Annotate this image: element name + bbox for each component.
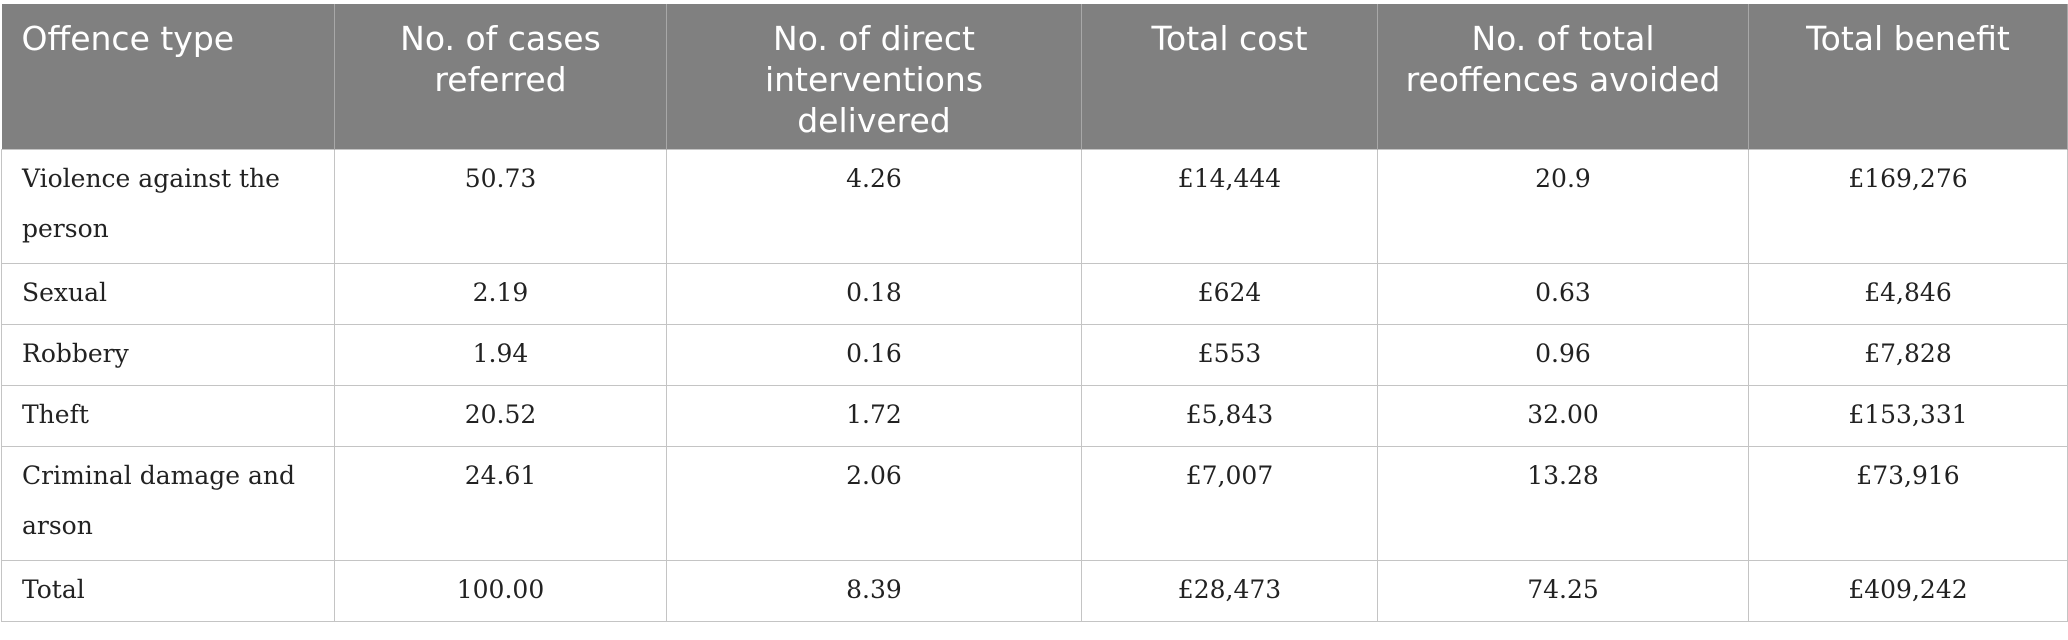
data-table: Offence type No. of cases referred No. of …: [1, 4, 2068, 622]
table-cell: 1.72: [666, 385, 1082, 447]
table-row: Criminal damage and arson 24.61 2.06 £7,007…: [1, 446, 2068, 561]
table-cell: £4,846: [1748, 263, 2068, 325]
table-cell: Sexual: [1, 263, 335, 325]
table-row: Theft 20.52 1.72 £5,843 32.00 £153,331: [1, 385, 2068, 447]
table-row: Robbery 1.94 0.16 £553 0.96 £7,828: [1, 324, 2068, 386]
table-cell: 20.9: [1377, 149, 1749, 264]
table-row: Sexual 2.19 0.18 £624 0.63 £4,846: [1, 263, 2068, 325]
header-cell: Total benefit: [1748, 4, 2068, 150]
table-cell: 1.94: [334, 324, 667, 386]
table-cell: Theft: [1, 385, 335, 447]
header-cell: Total cost: [1081, 4, 1378, 150]
table-cell: 0.63: [1377, 263, 1749, 325]
table-row: Violence against the person 50.73 4.26 £14,…: [1, 149, 2068, 264]
table-cell: 2.06: [666, 446, 1082, 561]
header-cell: Offence type: [1, 4, 335, 150]
header-cell: No. of direct interventions delivered: [666, 4, 1082, 150]
table-cell: £28,473: [1081, 560, 1378, 622]
header-cell: No. of cases referred: [334, 4, 667, 150]
table-cell: £409,242: [1748, 560, 2068, 622]
header-row: Offence type No. of cases referred No. of …: [1, 4, 2068, 150]
header-cell: No. of total reoffences avoided: [1377, 4, 1749, 150]
table-cell: 0.96: [1377, 324, 1749, 386]
table-cell: 0.16: [666, 324, 1082, 386]
table-cell: £153,331: [1748, 385, 2068, 447]
table-cell: 20.52: [334, 385, 667, 447]
table-cell: £169,276: [1748, 149, 2068, 264]
table-body: Violence against the person 50.73 4.26 £14,…: [1, 149, 2068, 622]
page: Offence type No. of cases referred No. of …: [0, 4, 2068, 640]
table-cell: £5,843: [1081, 385, 1378, 447]
table-cell: £7,828: [1748, 324, 2068, 386]
table-cell: Total: [1, 560, 335, 622]
table-cell: £553: [1081, 324, 1378, 386]
table-cell: £73,916: [1748, 446, 2068, 561]
table-cell: 4.26: [666, 149, 1082, 264]
table-cell: £624: [1081, 263, 1378, 325]
table-cell: £7,007: [1081, 446, 1378, 561]
table-cell: £14,444: [1081, 149, 1378, 264]
table-cell: Criminal damage and arson: [1, 446, 335, 561]
table-cell: 100.00: [334, 560, 667, 622]
table-cell: 50.73: [334, 149, 667, 264]
table-cell: 8.39: [666, 560, 1082, 622]
table-cell: 74.25: [1377, 560, 1749, 622]
table-cell: 24.61: [334, 446, 667, 561]
table-cell: 32.00: [1377, 385, 1749, 447]
table-cell: Violence against the person: [1, 149, 335, 264]
table-cell: 13.28: [1377, 446, 1749, 561]
table-row: Total 100.00 8.39 £28,473 74.25 £409,242: [1, 560, 2068, 622]
table-cell: 0.18: [666, 263, 1082, 325]
table-cell: Robbery: [1, 324, 335, 386]
table-cell: 2.19: [334, 263, 667, 325]
